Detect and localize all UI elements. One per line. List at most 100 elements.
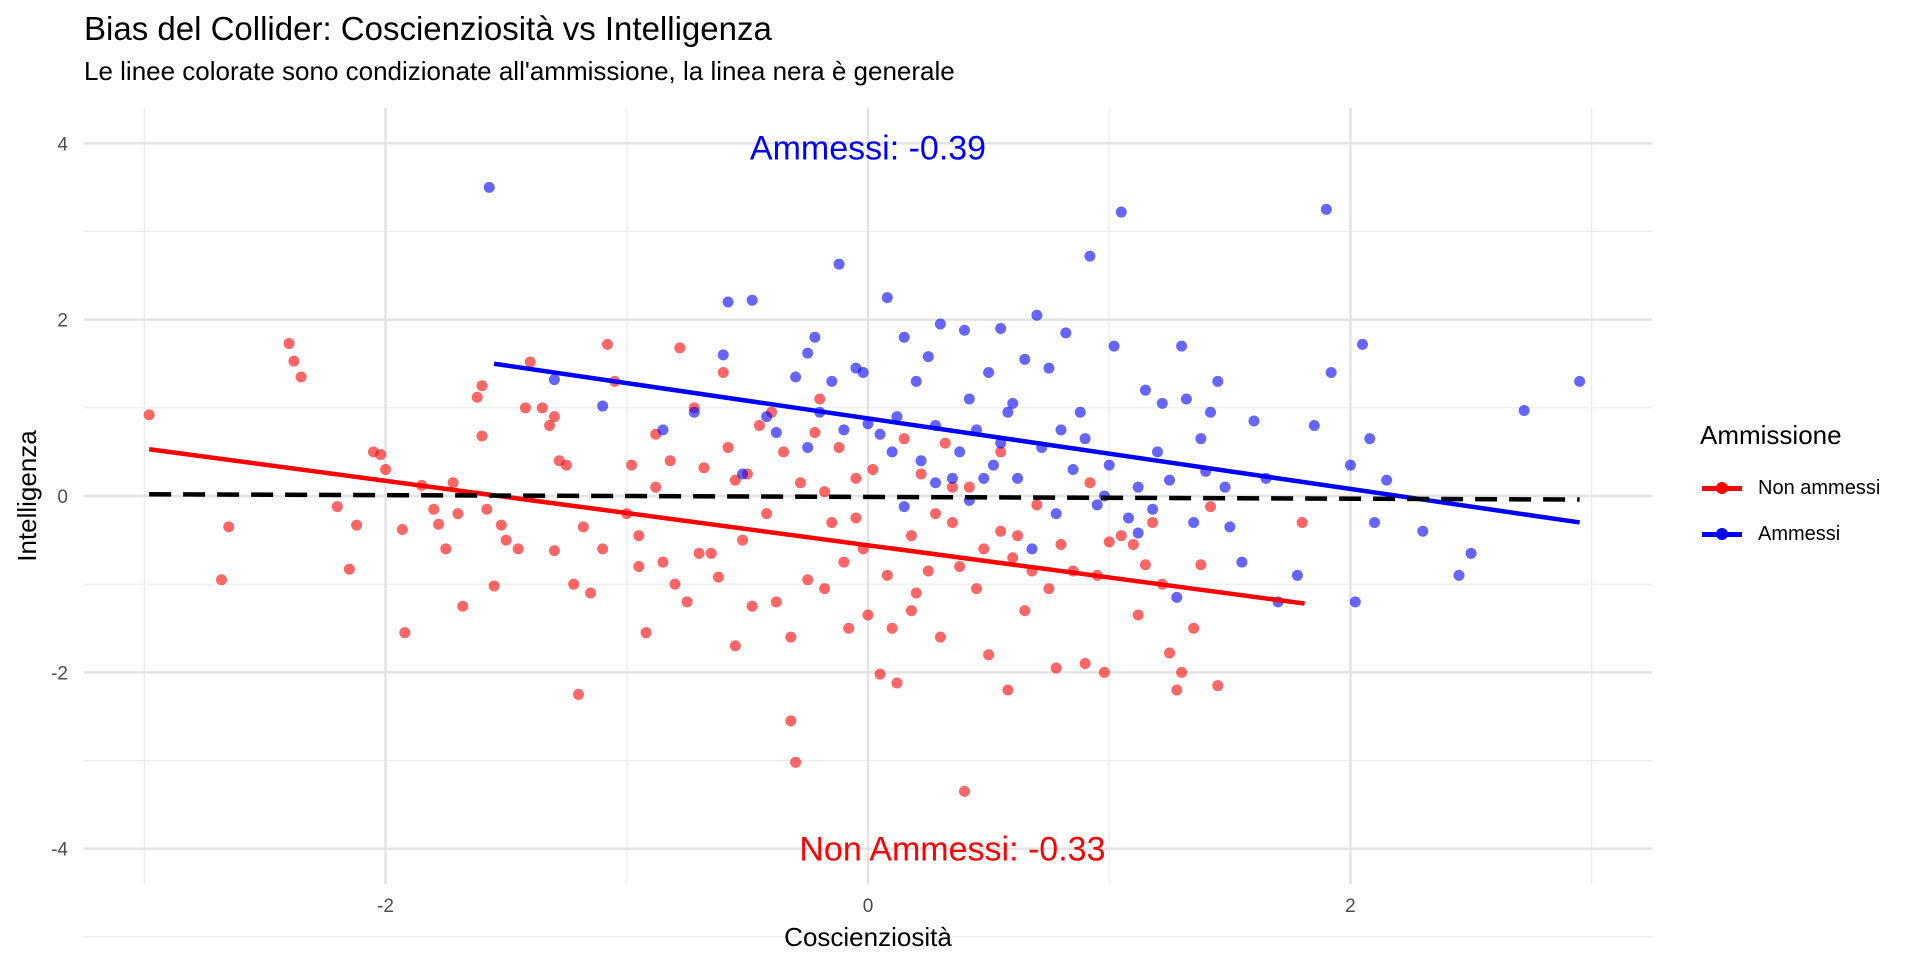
point-non-ammessi: [399, 627, 411, 639]
point-non-ammessi: [995, 446, 1007, 458]
point-non-ammessi: [524, 356, 536, 368]
point-ammessi: [886, 446, 898, 458]
point-non-ammessi: [934, 631, 946, 643]
point-ammessi: [963, 393, 975, 405]
point-non-ammessi: [995, 525, 1007, 537]
point-non-ammessi: [500, 534, 512, 546]
axis-labels: -2 0 2 -4 -2 0 2 4 Coscienziosità Intelligenza: [12, 134, 1356, 952]
point-ammessi: [1043, 362, 1055, 374]
annotation-0: Ammessi: -0.39: [750, 130, 986, 168]
point-non-ammessi: [922, 565, 934, 577]
point-non-ammessi: [978, 543, 990, 555]
point-ammessi: [1171, 591, 1183, 603]
point-ammessi: [1074, 406, 1086, 418]
point-ammessi: [1055, 424, 1067, 436]
point-ammessi: [1132, 527, 1144, 539]
point-ammessi: [930, 477, 942, 489]
point-non-ammessi: [898, 433, 910, 445]
point-non-ammessi: [722, 442, 734, 453]
point-ammessi: [934, 318, 946, 330]
point-ammessi: [746, 294, 758, 306]
point-non-ammessi: [512, 543, 524, 555]
y-tick-label: -2: [51, 663, 68, 684]
point-non-ammessi: [433, 518, 445, 530]
point-ammessi: [1188, 516, 1200, 528]
point-non-ammessi: [819, 486, 831, 498]
regression-line-non-ammessi: [148, 447, 1305, 606]
point-non-ammessi: [428, 503, 440, 515]
point-non-ammessi: [833, 442, 845, 453]
y-tick-label: 2: [57, 311, 68, 332]
point-ammessi: [1151, 446, 1163, 458]
point-non-ammessi: [452, 508, 464, 520]
legend-title: Ammissione: [1700, 420, 1842, 450]
point-non-ammessi: [1115, 530, 1127, 542]
point-ammessi: [1236, 556, 1248, 568]
point-ammessi: [874, 428, 886, 440]
point-non-ammessi: [1055, 539, 1067, 550]
point-non-ammessi: [891, 677, 903, 689]
point-non-ammessi: [905, 530, 917, 542]
point-non-ammessi: [488, 580, 500, 592]
point-non-ammessi: [958, 785, 970, 797]
point-non-ammessi: [597, 543, 609, 555]
point-ammessi: [1224, 521, 1236, 533]
point-non-ammessi: [814, 393, 826, 405]
point-non-ammessi: [573, 688, 585, 700]
point-ammessi: [1019, 353, 1031, 365]
point-ammessi: [1176, 340, 1188, 352]
point-non-ammessi: [698, 462, 710, 474]
regression-line-overall: [149, 491, 1580, 502]
point-non-ammessi: [288, 355, 300, 367]
point-ammessi: [722, 296, 734, 308]
point-non-ammessi: [693, 547, 705, 559]
point-ammessi: [954, 446, 966, 458]
point-non-ammessi: [867, 464, 879, 476]
point-non-ammessi: [471, 391, 483, 403]
point-non-ammessi: [939, 437, 951, 449]
point-non-ammessi: [640, 627, 652, 639]
legend-label-non-ammessi: Non ammessi: [1758, 476, 1881, 499]
point-ammessi: [1180, 393, 1192, 405]
point-ammessi: [1308, 419, 1320, 431]
point-ammessi: [1369, 516, 1381, 528]
point-non-ammessi: [737, 534, 749, 546]
chart-title: Bias del Collider: Coscienziosità vs Int…: [84, 10, 772, 47]
point-ammessi: [1291, 569, 1303, 581]
point-non-ammessi: [785, 715, 797, 727]
point-non-ammessi: [548, 411, 560, 423]
point-ammessi: [1108, 340, 1120, 352]
point-non-ammessi: [826, 516, 838, 528]
point-non-ammessi: [809, 427, 821, 439]
point-ammessi: [809, 331, 821, 343]
point-ammessi: [1103, 459, 1115, 471]
annotation-1: Non Ammessi: -0.33: [799, 831, 1105, 869]
point-non-ammessi: [705, 547, 717, 559]
point-ammessi: [915, 455, 927, 467]
point-non-ammessi: [447, 477, 459, 489]
point-non-ammessi: [1098, 666, 1110, 678]
point-non-ammessi: [664, 455, 676, 467]
point-ammessi: [987, 459, 999, 471]
point-ammessi: [995, 322, 1007, 334]
point-ammessi: [958, 324, 970, 336]
point-non-ammessi: [633, 530, 645, 542]
point-non-ammessi: [283, 337, 295, 349]
point-ammessi: [1156, 397, 1168, 409]
point-ammessi: [891, 411, 903, 423]
point-ammessi: [1212, 375, 1224, 387]
point-non-ammessi: [650, 481, 662, 493]
point-ammessi: [1357, 338, 1369, 350]
point-non-ammessi: [717, 367, 729, 379]
point-non-ammessi: [785, 631, 797, 643]
point-ammessi: [1139, 384, 1151, 396]
point-ammessi: [1453, 569, 1465, 581]
point-ammessi: [688, 406, 700, 418]
point-ammessi: [898, 331, 910, 343]
point-non-ammessi: [577, 521, 589, 533]
point-non-ammessi: [753, 419, 765, 431]
point-non-ammessi: [457, 600, 469, 612]
point-non-ammessi: [905, 605, 917, 617]
point-non-ammessi: [729, 640, 741, 652]
point-ammessi: [1344, 459, 1356, 471]
